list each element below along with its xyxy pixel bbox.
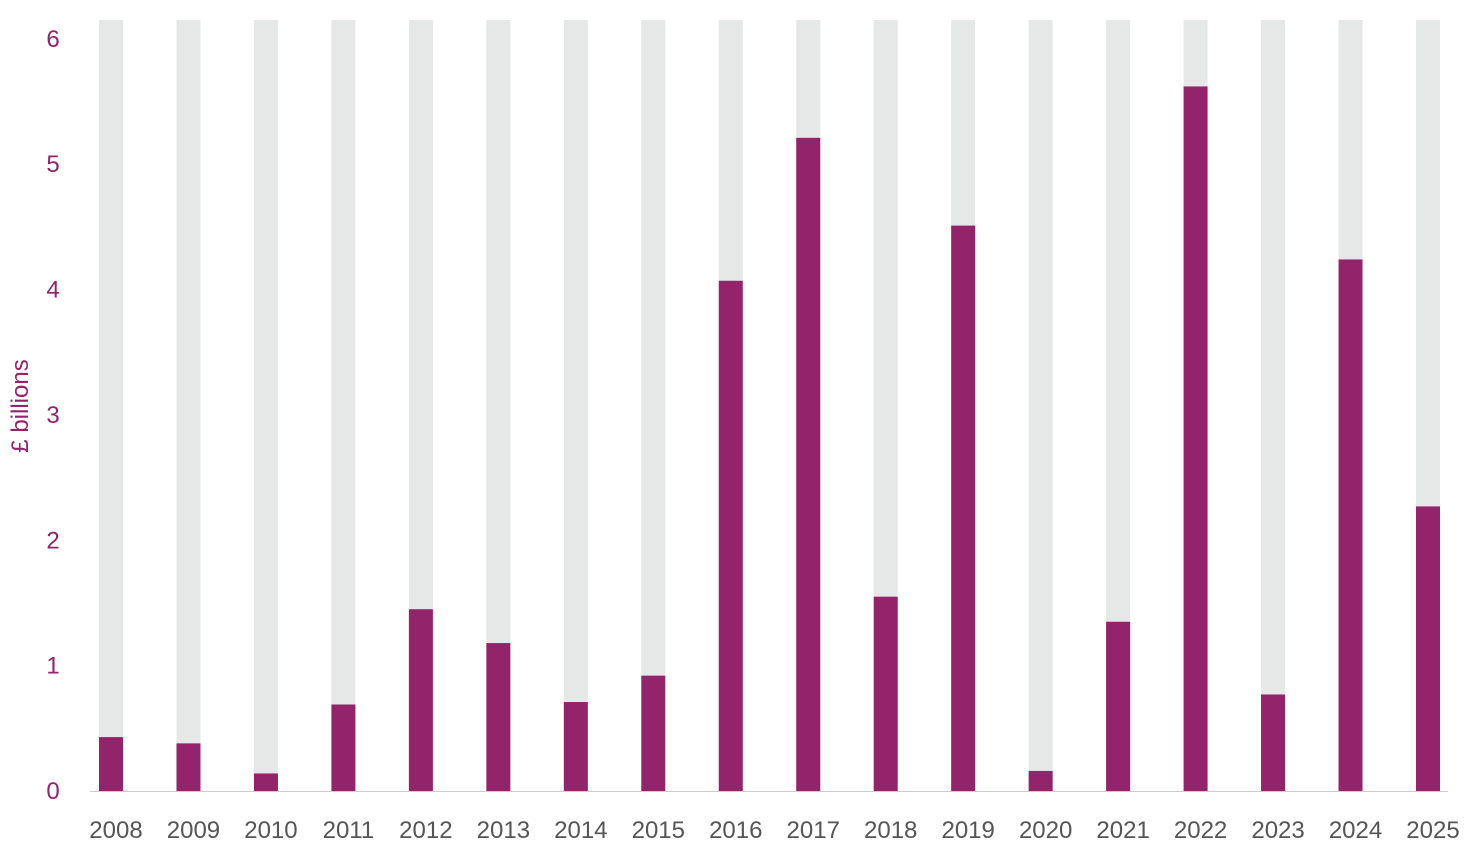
background-bar-2015 — [641, 20, 666, 791]
bar-2020 — [1028, 770, 1053, 791]
background-bar-2011 — [331, 20, 356, 791]
y-axis-title: £ billions — [7, 359, 34, 452]
x-tick-label-2024: 2024 — [1329, 817, 1382, 844]
y-tick-label-6: 6 — [46, 26, 59, 53]
bar-2013 — [486, 643, 511, 791]
x-tick-label-2015: 2015 — [632, 817, 685, 844]
background-bar-2014 — [563, 20, 588, 791]
bar-2012 — [408, 609, 433, 791]
x-tick-label-2017: 2017 — [787, 817, 840, 844]
bar-2019 — [951, 225, 976, 792]
x-tick-label-2008: 2008 — [89, 817, 142, 844]
bar-2025 — [1416, 506, 1440, 791]
bar-2010 — [253, 773, 278, 791]
y-tick-label-5: 5 — [46, 151, 59, 178]
y-tick-label-0: 0 — [46, 778, 59, 805]
bar-2011 — [331, 704, 356, 791]
bar-2023 — [1261, 694, 1286, 791]
x-tick-label-2019: 2019 — [941, 817, 994, 844]
x-tick-label-2014: 2014 — [554, 817, 607, 844]
y-tick-label-4: 4 — [46, 277, 59, 304]
bar-2021 — [1106, 621, 1131, 791]
background-bar-2020 — [1028, 20, 1053, 791]
background-bars — [99, 20, 1440, 791]
x-tick-label-2009: 2009 — [167, 817, 220, 844]
x-axis-ticks: 2008 2009 2010 2011 2012 2013 2014 2015 2016 2017… — [89, 817, 1459, 844]
bar-2024 — [1338, 259, 1363, 791]
background-bar-2010 — [253, 20, 278, 791]
bar-2016 — [718, 280, 743, 791]
background-bar-2009 — [176, 20, 201, 791]
value-bars — [99, 86, 1440, 792]
x-tick-label-2012: 2012 — [399, 817, 452, 844]
y-tick-label-1: 1 — [46, 653, 59, 680]
y-axis-ticks: 0 1 2 3 4 5 6 — [46, 26, 59, 805]
bar-2017 — [796, 137, 821, 792]
y-tick-label-2: 2 — [46, 527, 59, 554]
bar-2022 — [1183, 86, 1208, 791]
x-tick-label-2022: 2022 — [1174, 817, 1227, 844]
bar-2008 — [99, 737, 123, 791]
x-tick-label-2016: 2016 — [709, 817, 762, 844]
bar-2009 — [176, 743, 201, 791]
background-bar-2008 — [99, 20, 123, 791]
x-tick-label-2021: 2021 — [1096, 817, 1149, 844]
y-tick-label-3: 3 — [46, 402, 59, 429]
bar-2015 — [641, 675, 666, 791]
x-tick-label-2023: 2023 — [1251, 817, 1304, 844]
bar-2018 — [873, 596, 898, 791]
bar-2014 — [563, 701, 588, 791]
x-tick-label-2025: 2025 — [1406, 817, 1459, 844]
x-tick-label-2010: 2010 — [244, 817, 297, 844]
x-tick-label-2013: 2013 — [477, 817, 530, 844]
x-tick-label-2011: 2011 — [323, 817, 375, 844]
x-tick-label-2018: 2018 — [864, 817, 917, 844]
x-tick-label-2020: 2020 — [1019, 817, 1072, 844]
background-bar-2023 — [1261, 20, 1286, 791]
